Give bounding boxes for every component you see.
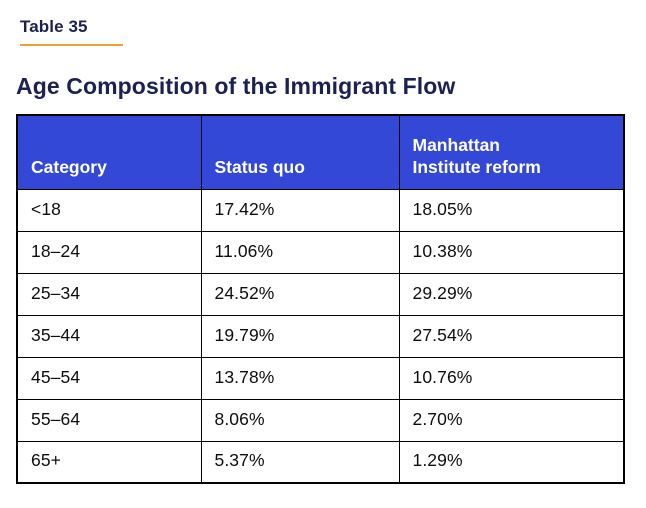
cell-category: <18 [16, 188, 202, 232]
cell-category: 18–24 [16, 230, 202, 274]
cell-status-quo: 8.06% [200, 398, 400, 442]
cell-status-quo: 17.42% [200, 188, 400, 232]
table-row: 65+ 5.37% 1.29% [16, 440, 625, 484]
table-row: 55–64 8.06% 2.70% [16, 398, 625, 442]
cell-category: 35–44 [16, 314, 202, 358]
cell-category: 55–64 [16, 398, 202, 442]
cell-mi-reform: 10.76% [398, 356, 625, 400]
cell-mi-reform: 18.05% [398, 188, 625, 232]
cell-status-quo: 13.78% [200, 356, 400, 400]
cell-status-quo: 19.79% [200, 314, 400, 358]
table-row: <18 17.42% 18.05% [16, 188, 625, 232]
gold-rule-divider [20, 44, 123, 46]
cell-mi-reform: 10.38% [398, 230, 625, 274]
header-cell-status-quo: Status quo [200, 114, 400, 190]
header-label-category: Category [31, 156, 107, 177]
header-cell-mi-reform: Manhattan Institute reform [398, 114, 625, 190]
cell-status-quo: 5.37% [200, 440, 400, 484]
header-label-status-quo: Status quo [214, 156, 305, 177]
cell-status-quo: 24.52% [200, 272, 400, 316]
cell-category: 25–34 [16, 272, 202, 316]
table-row: 18–24 11.06% 10.38% [16, 230, 625, 274]
cell-mi-reform: 27.54% [398, 314, 625, 358]
cell-category: 45–54 [16, 356, 202, 400]
cell-mi-reform: 2.70% [398, 398, 625, 442]
table-number-label: Table 35 [20, 17, 88, 36]
header-cell-category: Category [16, 114, 202, 190]
cell-category: 65+ [16, 440, 202, 484]
table-row: 25–34 24.52% 29.29% [16, 272, 625, 316]
table-row: 45–54 13.78% 10.76% [16, 356, 625, 400]
cell-mi-reform: 29.29% [398, 272, 625, 316]
header-label-mi-reform: Manhattan Institute reform [412, 134, 541, 177]
report-page: Table 35 Age Composition of the Immigran… [0, 16, 646, 508]
page-title: Age Composition of the Immigrant Flow [16, 73, 456, 99]
header-row: Category Status quo Manhattan Institute … [16, 114, 625, 190]
cell-status-quo: 11.06% [200, 230, 400, 274]
cell-mi-reform: 1.29% [398, 440, 625, 484]
table-row: 35–44 19.79% 27.54% [16, 314, 625, 358]
age-composition-table: Category Status quo Manhattan Institute … [16, 114, 625, 484]
